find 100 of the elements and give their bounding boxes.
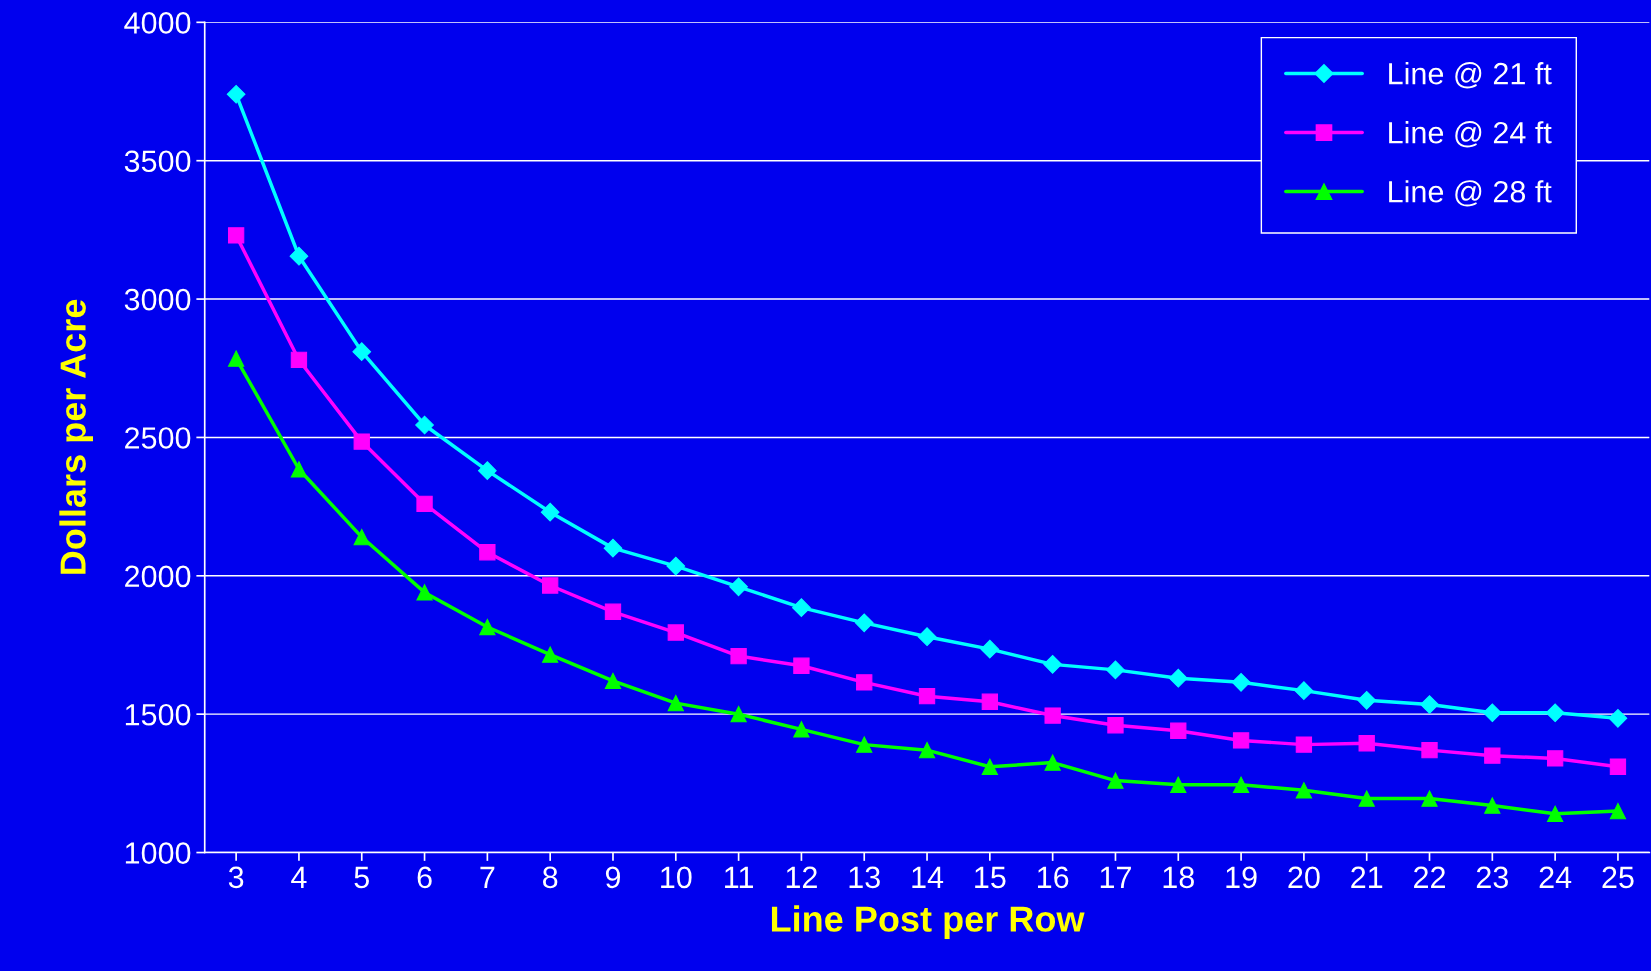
x-axis-title: Line Post per Row	[771, 905, 1085, 939]
point	[729, 577, 748, 597]
point	[604, 603, 622, 620]
x-tick-label: 13	[849, 866, 880, 889]
point	[793, 657, 810, 674]
point	[353, 528, 370, 546]
point	[856, 736, 873, 753]
point	[1358, 790, 1375, 807]
point	[479, 618, 496, 636]
point	[1170, 776, 1187, 793]
point	[792, 598, 811, 617]
point	[730, 706, 747, 723]
point	[1231, 672, 1251, 692]
y-tick-label: 2500	[125, 427, 191, 449]
legend-label: Line @ 24 ft	[1389, 121, 1552, 148]
y-axis-title: Dollars per Acre	[59, 299, 94, 574]
point	[540, 502, 560, 522]
x-tick-label: 3	[228, 866, 244, 889]
point	[918, 688, 936, 705]
point	[1170, 722, 1187, 739]
point	[1168, 668, 1188, 688]
point	[1044, 754, 1061, 771]
x-tick-label: 22	[1414, 866, 1445, 888]
point	[542, 646, 559, 663]
point	[730, 647, 747, 665]
point	[1357, 690, 1377, 710]
point	[1232, 776, 1250, 793]
point	[1107, 772, 1124, 789]
point	[1545, 703, 1565, 723]
x-tick-label: 16	[1037, 866, 1069, 889]
y-tick-label: 2000	[125, 565, 191, 588]
point	[981, 758, 998, 775]
x-tick-label: 8	[543, 866, 558, 889]
point	[478, 461, 497, 480]
point	[289, 246, 309, 266]
point	[1421, 790, 1438, 807]
x-tick-label: 10	[661, 866, 692, 889]
x-tick-label: 25	[1602, 866, 1634, 889]
point	[980, 639, 1000, 659]
point	[1482, 703, 1502, 723]
point	[981, 693, 998, 710]
point	[1546, 805, 1564, 822]
y-tick-label: 1000	[125, 842, 191, 864]
point	[1294, 681, 1314, 701]
point	[1546, 750, 1564, 767]
point	[666, 556, 686, 576]
point	[1043, 655, 1063, 674]
x-tick-label: 15	[975, 866, 1006, 889]
point	[667, 624, 684, 641]
point	[1484, 797, 1501, 814]
x-tick-label: 19	[1226, 866, 1257, 889]
x-tick-label: 21	[1351, 866, 1383, 888]
x-tick-label: 20	[1288, 866, 1320, 889]
x-tick-label: 6	[417, 866, 432, 889]
point	[1609, 802, 1627, 820]
x-tick-label: 11	[725, 866, 753, 888]
point	[542, 577, 559, 594]
point	[1232, 732, 1250, 749]
point	[793, 721, 810, 738]
x-tick-label: 9	[605, 866, 621, 889]
point	[416, 495, 433, 513]
point	[1107, 717, 1124, 734]
x-tick-label: 23	[1476, 866, 1508, 889]
y-tick-label: 4000	[124, 12, 191, 34]
point	[290, 351, 308, 369]
x-tick-label: 7	[480, 866, 495, 888]
x-tick-label: 14	[912, 866, 944, 888]
point	[1608, 708, 1628, 728]
point	[1421, 741, 1438, 759]
x-tick-label: 12	[786, 866, 817, 888]
legend-label: Line @ 28 ft	[1389, 180, 1552, 207]
point	[604, 672, 622, 690]
x-tick-label: 17	[1100, 866, 1131, 888]
point	[1044, 707, 1061, 724]
x-tick-label: 18	[1163, 866, 1194, 889]
point	[416, 584, 433, 601]
legend-label: Line @ 21 ft	[1389, 62, 1552, 89]
point	[1609, 758, 1627, 775]
point	[1484, 747, 1501, 764]
point	[918, 741, 936, 759]
y-tick-label: 3500	[124, 150, 191, 173]
point	[603, 538, 623, 558]
point	[856, 674, 873, 691]
point	[1358, 735, 1375, 752]
x-tick-label: 24	[1539, 866, 1572, 888]
y-tick-label: 1500	[125, 703, 191, 726]
y-tick-label: 3000	[124, 288, 191, 311]
point	[1295, 736, 1313, 753]
point	[1295, 782, 1313, 799]
point	[917, 627, 937, 647]
point	[352, 342, 372, 362]
point	[227, 350, 245, 367]
x-tick-label: 5	[354, 866, 369, 889]
x-tick-label: 4	[291, 866, 307, 888]
point	[415, 415, 434, 435]
point	[290, 461, 308, 478]
point	[1106, 660, 1125, 680]
point	[667, 694, 684, 712]
point	[854, 613, 874, 633]
point	[1420, 695, 1439, 714]
